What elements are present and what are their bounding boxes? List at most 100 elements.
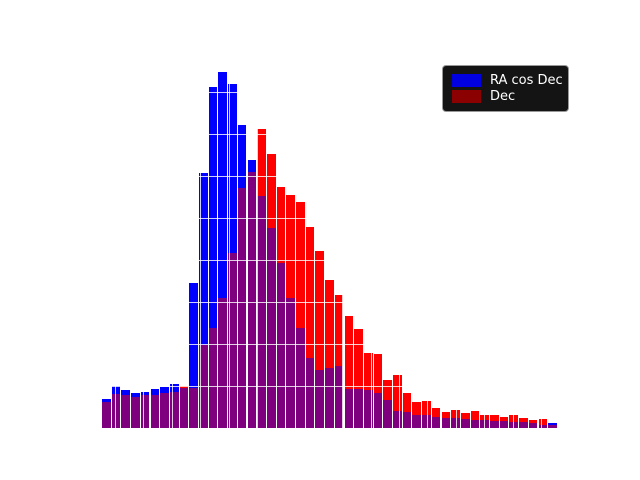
bar-segment-red — [325, 280, 334, 368]
histogram-bar — [422, 401, 432, 428]
bar-segment-red — [393, 375, 402, 411]
legend-swatch-ra-cos-dec-icon — [452, 73, 481, 87]
bar-segment-overlap — [548, 425, 557, 428]
legend: RA cos Dec Dec — [442, 65, 569, 112]
bar-segment-red — [266, 154, 276, 228]
bar-segment-red — [179, 386, 189, 388]
bar-segment-overlap — [315, 370, 325, 428]
bar-segment-overlap — [499, 421, 509, 428]
bar-segment-red — [257, 129, 266, 196]
bar-segment-overlap — [431, 417, 441, 428]
bar-segment-overlap — [247, 172, 257, 428]
bar-segment-overlap — [509, 422, 519, 428]
bar-segment-overlap — [199, 345, 208, 428]
histogram-bar — [111, 386, 122, 428]
bar-segment-blue — [169, 384, 179, 392]
histogram-bar — [189, 283, 199, 428]
bar-segment-overlap — [150, 395, 160, 428]
bar-segment-red — [431, 408, 441, 417]
gridline-vertical — [114, 48, 116, 428]
bar-segment-red — [490, 415, 499, 421]
bar-segment-overlap — [460, 419, 470, 428]
bar-segment-overlap — [451, 418, 460, 428]
histogram-bar — [228, 84, 238, 428]
bar-segment-red — [373, 354, 383, 393]
bar-segment-red — [451, 410, 460, 418]
bar-segment-overlap — [528, 423, 538, 428]
gridline-vertical — [569, 48, 571, 428]
legend-item-ra-cos-dec: RA cos Dec — [452, 72, 563, 89]
bar-segment-overlap — [276, 263, 286, 428]
histogram-bar — [509, 415, 520, 428]
bar-segment-overlap — [160, 393, 169, 428]
histogram-bar — [286, 195, 296, 428]
histogram-bar — [150, 389, 161, 428]
bar-segment-red — [354, 329, 363, 389]
histogram-bar — [325, 280, 335, 428]
bar-segment-blue — [228, 84, 237, 253]
histogram-bar — [296, 202, 306, 428]
histogram-bar — [451, 410, 461, 428]
histogram-bar — [460, 413, 471, 428]
histogram-bar — [402, 393, 413, 428]
histogram-bar — [276, 187, 287, 428]
histogram-bar — [393, 375, 403, 428]
histogram-bar — [441, 412, 452, 428]
bar-segment-overlap — [422, 415, 431, 428]
gridline-vertical — [143, 48, 145, 428]
histogram-bar — [121, 390, 132, 428]
histogram-bar — [538, 419, 549, 428]
bar-segment-overlap — [393, 411, 402, 428]
gridline-horizontal — [80, 134, 576, 135]
gridline-vertical — [427, 48, 429, 428]
bar-segment-overlap — [257, 196, 266, 428]
bar-segment-overlap — [354, 389, 363, 428]
histogram-bar — [480, 415, 490, 428]
bar-segment-overlap — [131, 397, 140, 428]
bar-segment-red — [412, 402, 422, 415]
gridline-vertical — [86, 48, 88, 428]
bar-segment-overlap — [305, 358, 315, 428]
legend-label-dec: Dec — [490, 89, 516, 105]
bar-segment-blue — [131, 393, 140, 397]
bar-segment-overlap — [179, 388, 189, 428]
bar-segment-red — [460, 413, 470, 419]
bar-segment-red — [286, 195, 295, 298]
bar-segment-overlap — [121, 395, 131, 428]
bar-segment-red — [296, 202, 305, 328]
bar-segment-blue — [199, 173, 208, 345]
histogram-bar — [431, 408, 442, 428]
histogram-bar — [383, 380, 393, 428]
bar-segment-overlap — [480, 420, 489, 428]
histogram-bar — [266, 154, 277, 428]
histogram-bar — [305, 227, 316, 428]
bar-segment-overlap — [334, 366, 344, 428]
histogram-bar — [247, 160, 258, 428]
bar-segment-blue — [189, 283, 198, 388]
histogram-bar — [344, 316, 355, 428]
bar-segment-red — [470, 411, 480, 420]
bar-segment-overlap — [325, 368, 334, 428]
histogram-bar — [548, 423, 558, 428]
bar-segment-blue — [150, 389, 160, 395]
histogram-bar — [363, 353, 374, 428]
bar-segment-red — [363, 353, 373, 390]
gridline-vertical — [171, 48, 173, 428]
histogram-bar — [470, 411, 481, 428]
bar-segment-overlap — [266, 228, 276, 428]
bar-segment-red — [383, 380, 392, 400]
bar-segment-red — [422, 401, 431, 415]
bar-segment-overlap — [140, 395, 150, 428]
bar-segment-red — [528, 420, 538, 423]
bar-segment-overlap — [111, 394, 121, 428]
bar-segment-red — [305, 227, 315, 358]
bar-segment-red — [334, 295, 344, 366]
histogram-bar — [199, 173, 209, 428]
bar-segment-blue — [218, 72, 228, 298]
histogram-bar — [354, 329, 364, 428]
gridline-vertical — [398, 48, 400, 428]
histogram-bar — [519, 418, 529, 428]
histogram-bar — [208, 87, 219, 428]
bar-segment-blue — [237, 125, 247, 188]
bar-segment-blue — [102, 399, 111, 402]
